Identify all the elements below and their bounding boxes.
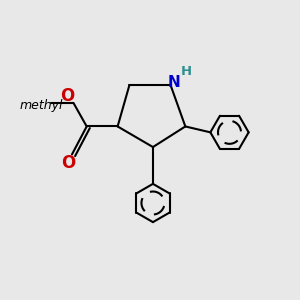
Text: O: O: [61, 154, 76, 172]
Text: O: O: [60, 87, 74, 105]
Text: N: N: [167, 75, 180, 90]
Text: H: H: [181, 65, 192, 79]
Text: methyl: methyl: [19, 99, 63, 112]
